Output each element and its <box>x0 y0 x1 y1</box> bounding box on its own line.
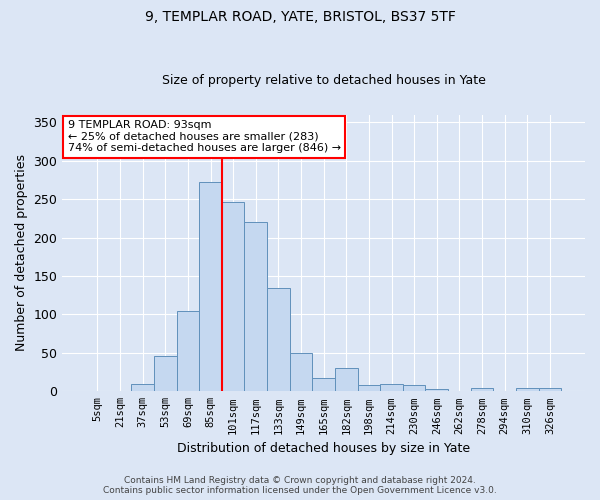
Bar <box>335 368 358 392</box>
Bar <box>199 182 222 392</box>
Bar <box>131 384 154 392</box>
Bar <box>471 388 493 392</box>
Bar <box>403 385 425 392</box>
Text: 9 TEMPLAR ROAD: 93sqm
← 25% of detached houses are smaller (283)
74% of semi-det: 9 TEMPLAR ROAD: 93sqm ← 25% of detached … <box>68 120 341 154</box>
Text: Contains HM Land Registry data © Crown copyright and database right 2024.
Contai: Contains HM Land Registry data © Crown c… <box>103 476 497 495</box>
Bar <box>222 202 244 392</box>
Bar <box>358 385 380 392</box>
Bar <box>244 222 267 392</box>
Bar <box>154 356 176 392</box>
Bar <box>539 388 561 392</box>
Bar <box>176 312 199 392</box>
X-axis label: Distribution of detached houses by size in Yate: Distribution of detached houses by size … <box>177 442 470 455</box>
Text: 9, TEMPLAR ROAD, YATE, BRISTOL, BS37 5TF: 9, TEMPLAR ROAD, YATE, BRISTOL, BS37 5TF <box>145 10 455 24</box>
Title: Size of property relative to detached houses in Yate: Size of property relative to detached ho… <box>162 74 485 87</box>
Bar <box>516 388 539 392</box>
Bar <box>425 389 448 392</box>
Bar <box>267 288 290 392</box>
Bar <box>380 384 403 392</box>
Y-axis label: Number of detached properties: Number of detached properties <box>15 154 28 352</box>
Bar <box>313 378 335 392</box>
Bar <box>290 353 313 392</box>
